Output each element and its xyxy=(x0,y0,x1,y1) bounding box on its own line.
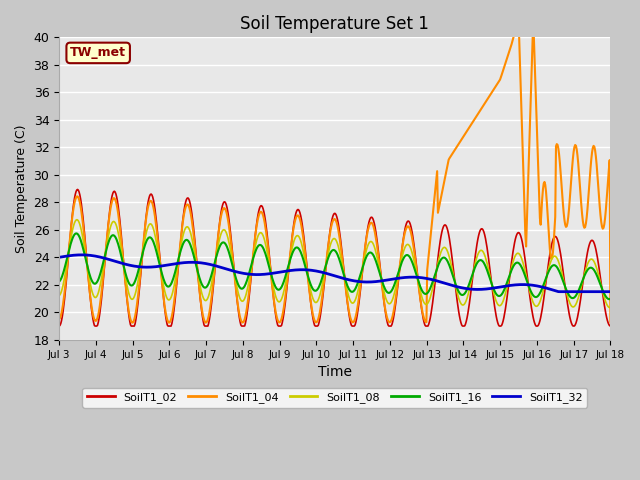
SoilT1_04 xyxy=(607,319,614,324)
SoilT1_08 xyxy=(55,293,63,299)
SoilT1_32 xyxy=(607,289,614,295)
Line: SoilT1_04: SoilT1_04 xyxy=(59,24,611,323)
SoilT1_08 xyxy=(73,217,81,223)
SoilT1_04 xyxy=(65,244,73,250)
SoilT1_08 xyxy=(419,296,426,302)
SoilT1_02 xyxy=(123,293,131,299)
SoilT1_02 xyxy=(74,187,81,192)
SoilT1_16 xyxy=(65,247,73,252)
SoilT1_16 xyxy=(55,279,63,285)
SoilT1_16 xyxy=(607,296,614,302)
SoilT1_08 xyxy=(208,280,216,286)
SoilT1_32 xyxy=(55,254,63,260)
SoilT1_08 xyxy=(607,305,614,311)
SoilT1_32 xyxy=(403,275,410,280)
SoilT1_04 xyxy=(55,316,63,322)
SoilT1_32 xyxy=(556,289,563,295)
SoilT1_08 xyxy=(179,234,186,240)
SoilT1_04 xyxy=(419,310,426,315)
SoilT1_32 xyxy=(65,253,73,259)
Text: TW_met: TW_met xyxy=(70,47,126,60)
SoilT1_16 xyxy=(403,252,410,258)
SoilT1_02 xyxy=(403,220,410,226)
SoilT1_32 xyxy=(123,262,131,267)
SoilT1_02 xyxy=(55,323,63,329)
SoilT1_04 xyxy=(514,21,522,26)
SoilT1_04 xyxy=(129,320,136,325)
Line: SoilT1_16: SoilT1_16 xyxy=(59,233,611,299)
SoilT1_16 xyxy=(179,242,186,248)
SoilT1_16 xyxy=(606,296,614,302)
SoilT1_32 xyxy=(77,252,85,258)
SoilT1_32 xyxy=(419,275,426,281)
SoilT1_16 xyxy=(72,230,80,236)
SoilT1_02 xyxy=(65,246,73,252)
Legend: SoilT1_02, SoilT1_04, SoilT1_08, SoilT1_16, SoilT1_32: SoilT1_02, SoilT1_04, SoilT1_08, SoilT1_… xyxy=(83,388,587,408)
X-axis label: Time: Time xyxy=(318,365,352,379)
Line: SoilT1_02: SoilT1_02 xyxy=(59,190,611,326)
Y-axis label: Soil Temperature (C): Soil Temperature (C) xyxy=(15,124,28,253)
SoilT1_08 xyxy=(403,242,410,248)
SoilT1_04 xyxy=(179,221,186,227)
SoilT1_08 xyxy=(123,281,131,287)
SoilT1_32 xyxy=(208,262,216,268)
SoilT1_02 xyxy=(208,299,216,305)
SoilT1_04 xyxy=(208,293,216,299)
SoilT1_04 xyxy=(122,285,130,291)
SoilT1_02 xyxy=(179,219,186,225)
Line: SoilT1_32: SoilT1_32 xyxy=(59,255,611,292)
SoilT1_02 xyxy=(419,312,426,318)
SoilT1_08 xyxy=(65,246,73,252)
SoilT1_02 xyxy=(607,323,614,329)
SoilT1_16 xyxy=(208,271,216,277)
SoilT1_08 xyxy=(606,305,614,311)
SoilT1_16 xyxy=(123,275,131,280)
SoilT1_16 xyxy=(419,288,426,294)
SoilT1_04 xyxy=(403,225,410,231)
SoilT1_32 xyxy=(179,260,186,266)
Line: SoilT1_08: SoilT1_08 xyxy=(59,220,611,308)
Title: Soil Temperature Set 1: Soil Temperature Set 1 xyxy=(241,15,429,33)
